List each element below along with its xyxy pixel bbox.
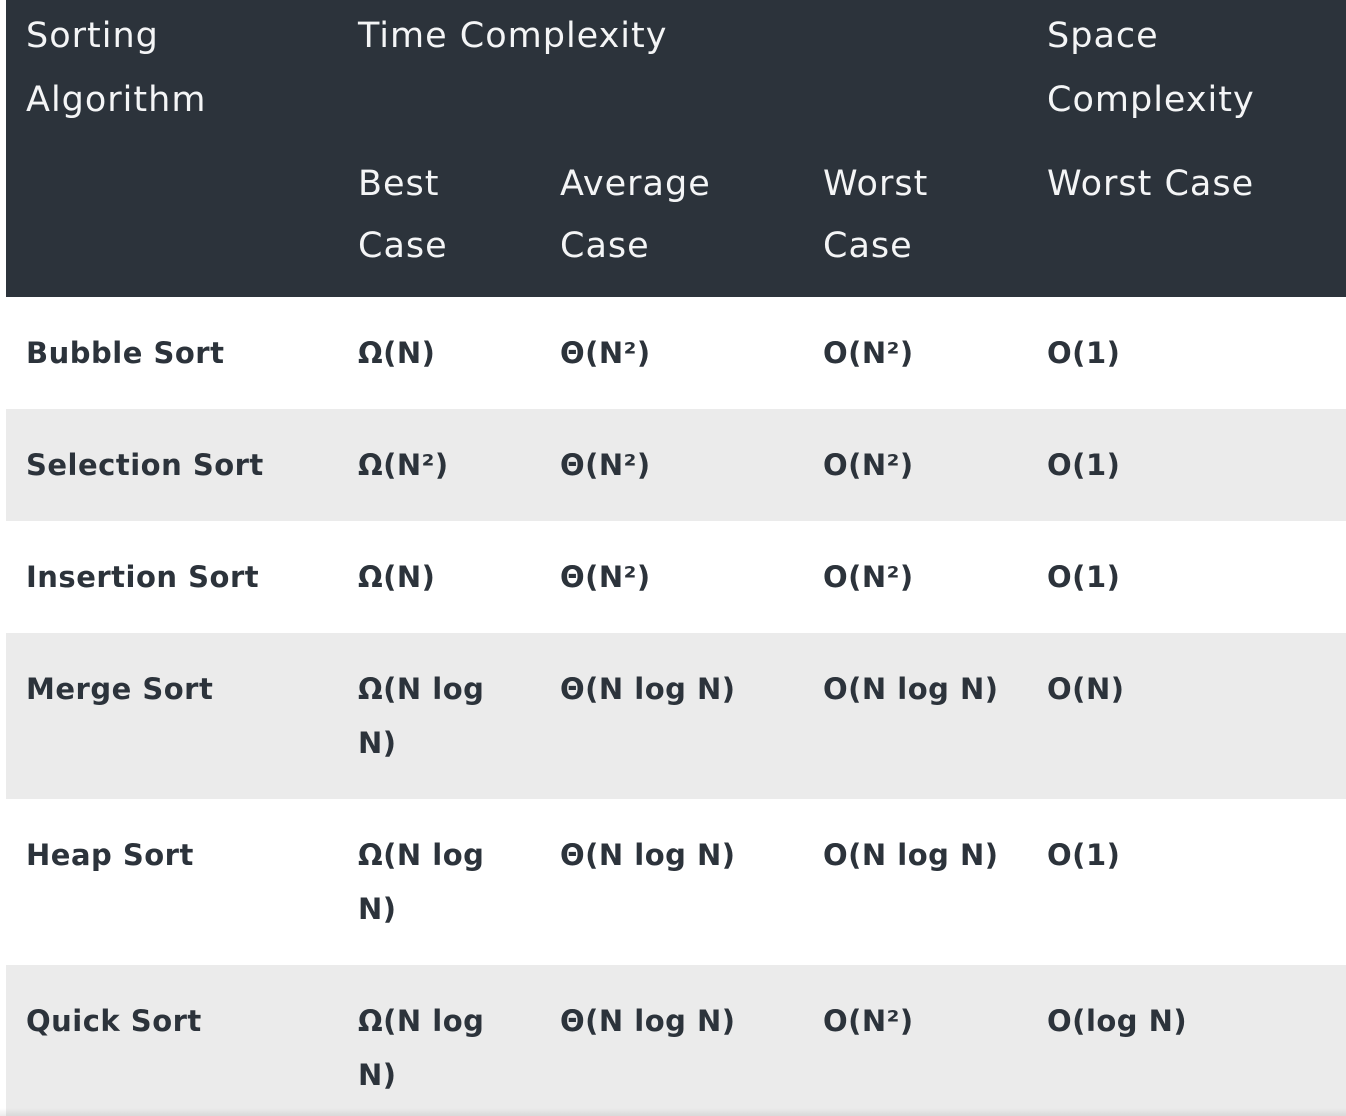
algorithm-name: Quick Sort <box>26 1004 202 1038</box>
average-case-value: Θ(N log N) <box>560 1004 736 1038</box>
worst-case-value: O(N²) <box>823 560 914 594</box>
header-average-case: Average Case <box>560 164 711 266</box>
space-complexity-value: O(N) <box>1047 672 1125 706</box>
best-case-value: Ω(N) <box>358 560 436 594</box>
best-case-value: Ω(N) <box>358 336 436 370</box>
best-case-value: Ω(N log N) <box>358 838 485 926</box>
header-row-top: Sorting Algorithm Time Complexity Space … <box>6 0 1346 153</box>
average-case-value: Θ(N log N) <box>560 672 736 706</box>
sorting-complexity-table: Sorting Algorithm Time Complexity Space … <box>6 0 1346 1116</box>
space-complexity-value: O(1) <box>1047 560 1121 594</box>
space-complexity-value: O(1) <box>1047 336 1121 370</box>
best-case-value: Ω(N log N) <box>358 1004 485 1092</box>
worst-case-value: O(N log N) <box>823 672 999 706</box>
worst-case-value: O(N²) <box>823 1004 914 1038</box>
table-row: Insertion Sort Ω(N) Θ(N²) O(N²) O(1) <box>6 521 1346 633</box>
complexity-table-container: Sorting Algorithm Time Complexity Space … <box>6 0 1346 1116</box>
average-case-value: Θ(N²) <box>560 448 651 482</box>
worst-case-value: O(N²) <box>823 336 914 370</box>
table-row: Merge Sort Ω(N log N) Θ(N log N) O(N log… <box>6 633 1346 799</box>
header-blank-cell <box>6 153 338 297</box>
algorithm-name: Merge Sort <box>26 672 214 706</box>
worst-case-value: O(N²) <box>823 448 914 482</box>
table-row: Heap Sort Ω(N log N) Θ(N log N) O(N log … <box>6 799 1346 965</box>
header-row-sub: Best Case Average Case Worst Case Worst … <box>6 153 1346 297</box>
best-case-value: Ω(N²) <box>358 448 449 482</box>
algorithm-name: Bubble Sort <box>26 336 225 370</box>
header-best-case: Best Case <box>358 164 448 266</box>
bottom-edge-shadow <box>0 1108 1346 1116</box>
header-space-complexity: Space Complexity <box>1047 16 1255 120</box>
worst-case-value: O(N log N) <box>823 838 999 872</box>
header-sorting-algorithm: Sorting Algorithm <box>26 16 207 120</box>
average-case-value: Θ(N log N) <box>560 838 736 872</box>
table-header: Sorting Algorithm Time Complexity Space … <box>6 0 1346 297</box>
header-worst-case: Worst Case <box>823 164 929 266</box>
table-row: Quick Sort Ω(N log N) Θ(N log N) O(N²) O… <box>6 965 1346 1116</box>
best-case-value: Ω(N log N) <box>358 672 485 760</box>
space-complexity-value: O(log N) <box>1047 1004 1188 1038</box>
header-space-worst-case: Worst Case <box>1047 164 1255 204</box>
algorithm-name: Heap Sort <box>26 838 194 872</box>
space-complexity-value: O(1) <box>1047 838 1121 872</box>
table-row: Selection Sort Ω(N²) Θ(N²) O(N²) O(1) <box>6 409 1346 521</box>
algorithm-name: Insertion Sort <box>26 560 260 594</box>
table-body: Bubble Sort Ω(N) Θ(N²) O(N²) O(1) Select… <box>6 297 1346 1116</box>
algorithm-name: Selection Sort <box>26 448 264 482</box>
space-complexity-value: O(1) <box>1047 448 1121 482</box>
average-case-value: Θ(N²) <box>560 336 651 370</box>
average-case-value: Θ(N²) <box>560 560 651 594</box>
table-row: Bubble Sort Ω(N) Θ(N²) O(N²) O(1) <box>6 297 1346 409</box>
header-time-complexity: Time Complexity <box>358 16 668 56</box>
